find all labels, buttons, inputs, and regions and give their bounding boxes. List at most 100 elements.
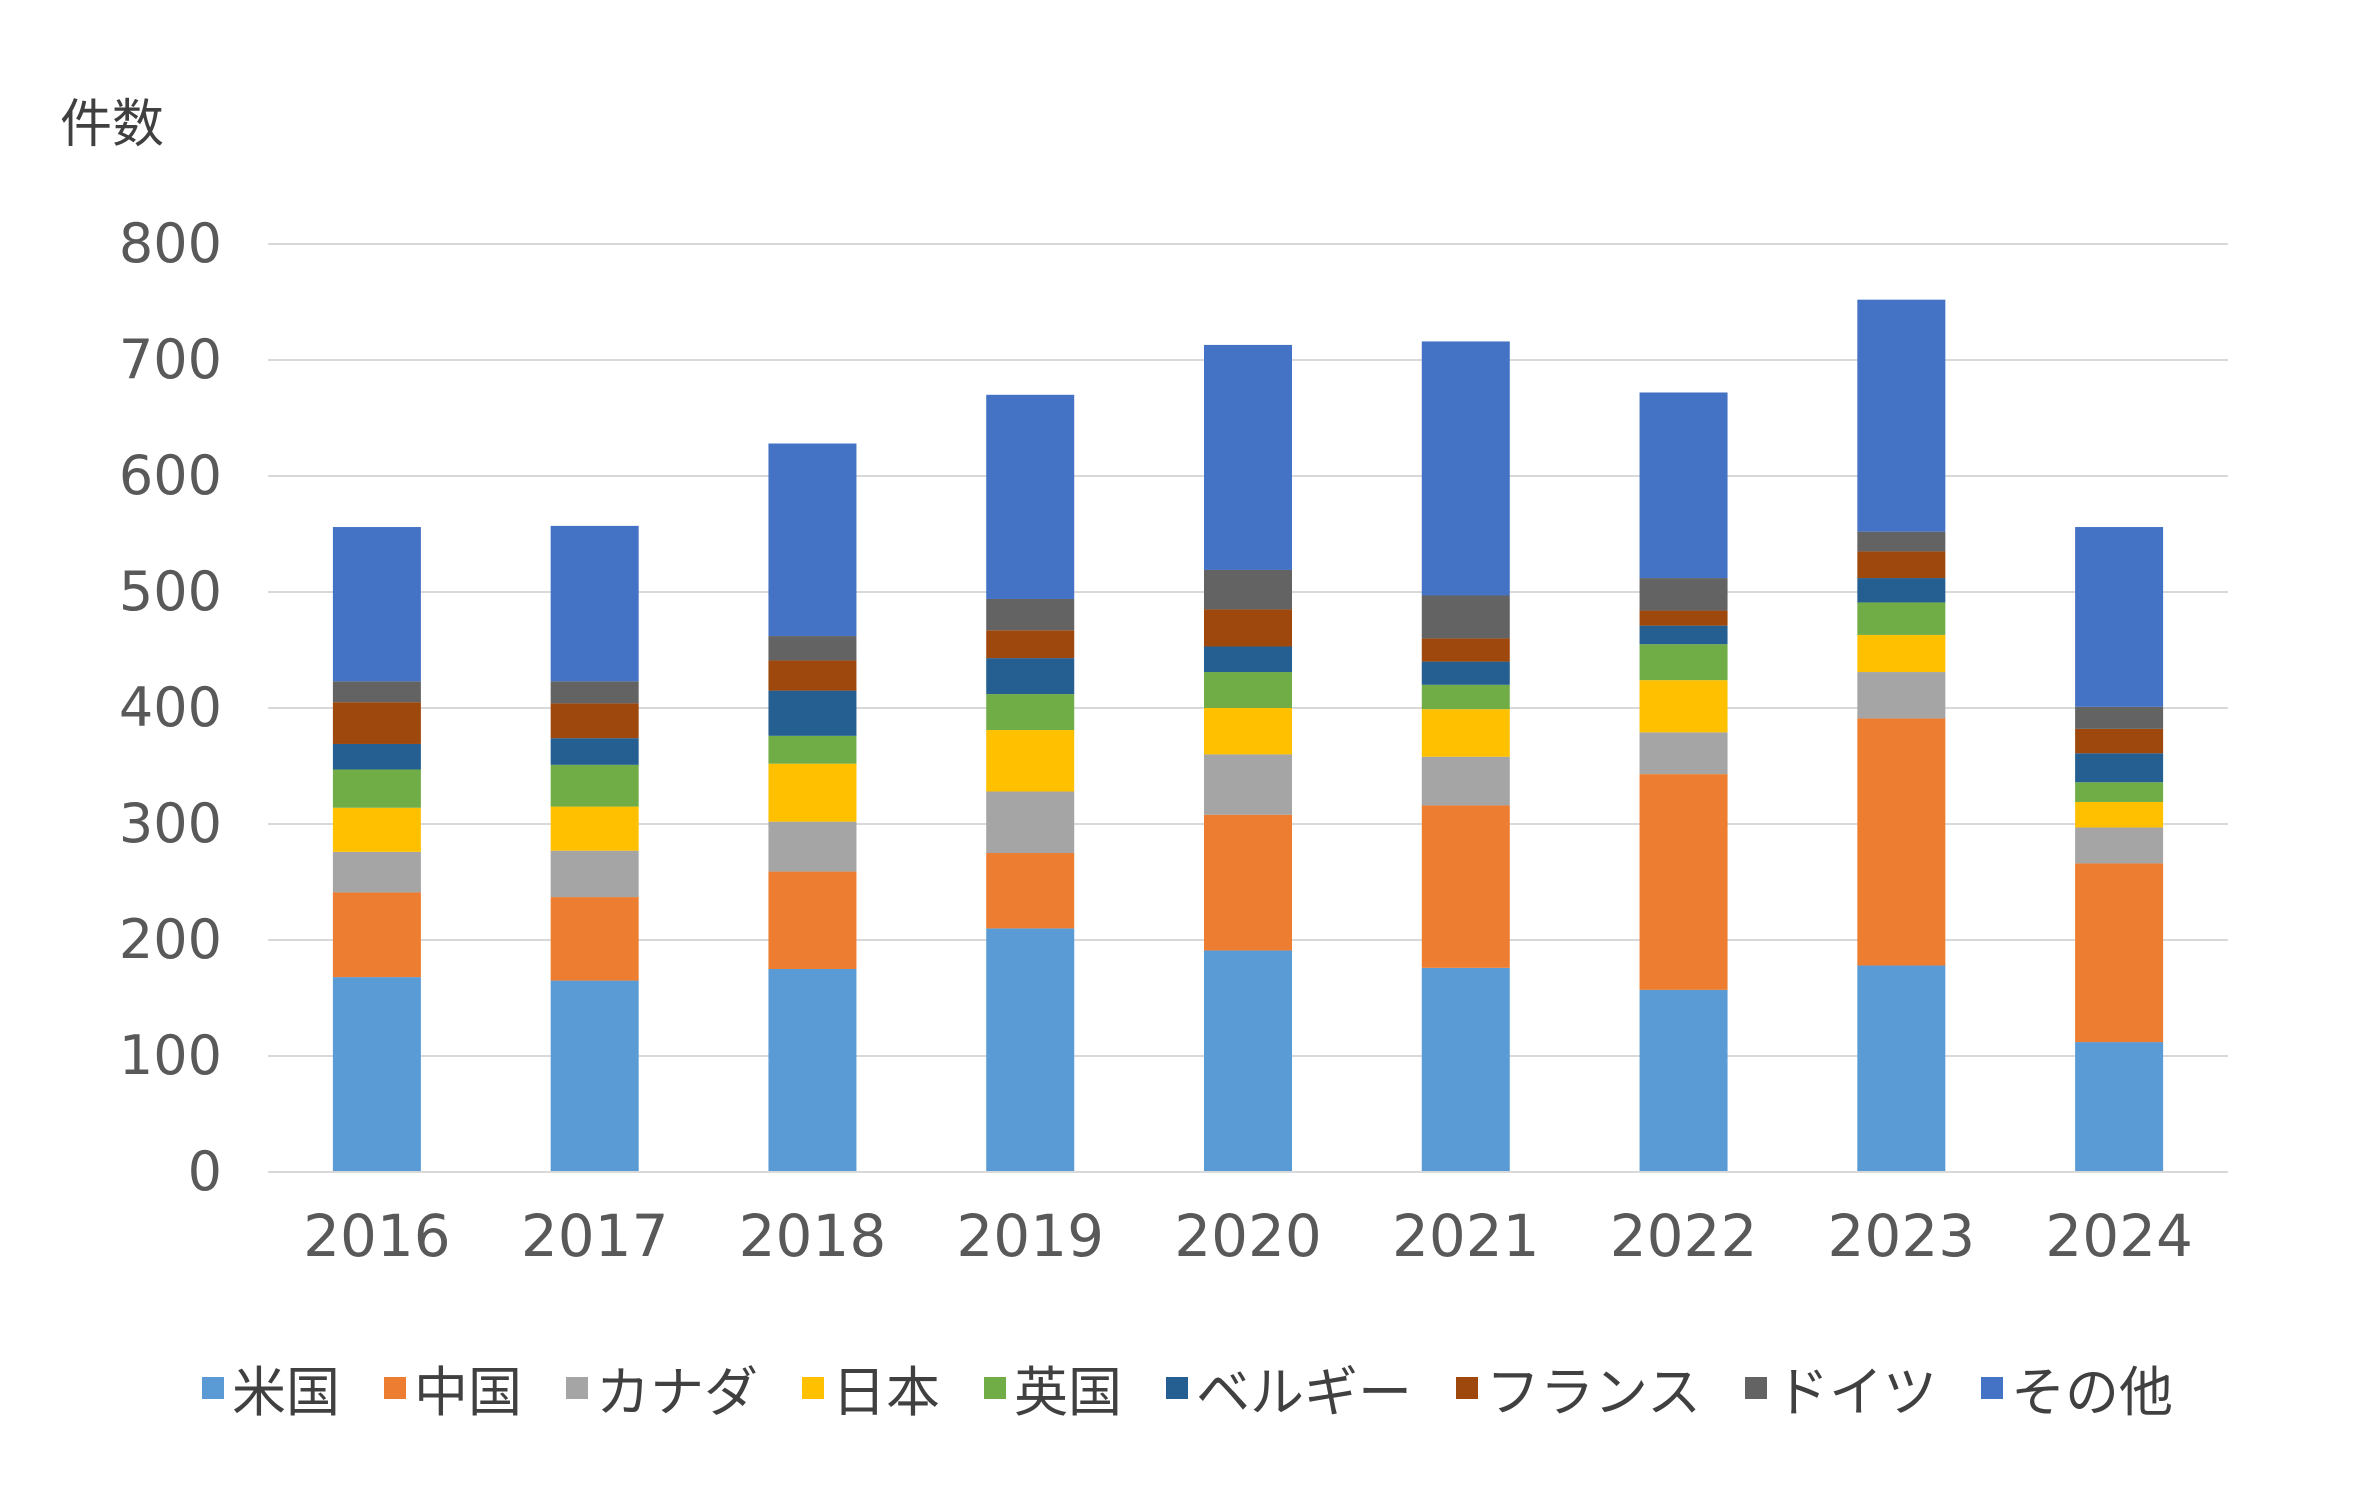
bar-segment <box>1857 531 1946 552</box>
x-tick-label: 2023 <box>1828 1202 1976 1270</box>
bar-segment <box>1421 638 1510 662</box>
bar-segment <box>550 980 639 1172</box>
legend-label: 英国 <box>1014 1361 1123 1424</box>
bar-segment <box>550 681 639 704</box>
legend-item: ベルギー <box>1166 1348 1412 1427</box>
bar-segment <box>986 630 1075 659</box>
bar-segment <box>1639 610 1728 626</box>
bar-segment <box>2075 827 2164 864</box>
legend: 米国 中国 カナダ 日本 英国 ベルギー フランス ドイツ その他 <box>0 1348 2375 1427</box>
bar-segment <box>2075 728 2164 754</box>
bar-segment <box>332 769 421 808</box>
legend-label: 米国 <box>232 1361 341 1424</box>
bar-segment <box>1639 644 1728 681</box>
bar-segment <box>1857 718 1946 966</box>
x-tick-label: 2016 <box>303 1202 451 1270</box>
legend-label: ドイツ <box>1774 1361 1937 1424</box>
x-tick-label: 2019 <box>956 1202 1104 1270</box>
bar-segment <box>1639 774 1728 990</box>
bar-segment <box>2075 801 2164 828</box>
legend-label: カナダ <box>596 1361 759 1424</box>
bar-segment <box>550 738 639 765</box>
bar-segment <box>986 394 1075 599</box>
bar-segment <box>768 969 857 1172</box>
bar-segment <box>768 636 857 661</box>
x-tick-label: 2024 <box>2045 1202 2193 1270</box>
legend-swatch <box>1980 1376 2003 1399</box>
y-tick-label: 700 <box>119 328 222 391</box>
bar-segment <box>1204 814 1292 951</box>
bar-segment <box>1204 646 1292 673</box>
bar-segment <box>1857 578 1946 603</box>
bar-segment <box>332 892 421 978</box>
bar-segment <box>332 807 421 852</box>
bar-segment <box>768 871 857 969</box>
x-tick-label: 2020 <box>1174 1202 1322 1270</box>
legend-swatch <box>1456 1376 1479 1399</box>
bar-segment <box>1639 680 1728 733</box>
bar-segment <box>550 525 639 682</box>
legend-label: フランス <box>1486 1361 1701 1424</box>
bar-segment <box>986 598 1075 631</box>
bar-segment <box>1204 609 1292 647</box>
y-tick-label: 300 <box>119 792 222 855</box>
legend-label: その他 <box>2010 1361 2173 1424</box>
bar-segment <box>1204 754 1292 815</box>
bar-segment <box>1204 708 1292 755</box>
bar-segment <box>2075 863 2164 1043</box>
bar-segment <box>986 658 1075 695</box>
legend-item: 中国 <box>384 1348 522 1427</box>
bar-segment <box>1421 967 1510 1172</box>
bar-segment <box>1421 805 1510 968</box>
bar-segment <box>2075 782 2164 802</box>
bar-segment <box>1204 569 1292 610</box>
bar-segment <box>986 730 1075 792</box>
bar-segment <box>2075 753 2164 783</box>
legend-swatch <box>384 1376 407 1399</box>
legend-label: ベルギー <box>1196 1361 1413 1424</box>
bar-segment <box>1204 672 1292 708</box>
y-tick-label: 400 <box>119 676 222 739</box>
bar-segment <box>1421 684 1510 710</box>
x-tick-label: 2018 <box>739 1202 887 1270</box>
legend-swatch <box>1744 1376 1767 1399</box>
bar-segment <box>1857 965 1946 1172</box>
bar-segment <box>986 928 1075 1172</box>
legend-item: フランス <box>1456 1348 1701 1427</box>
bar-segment <box>768 763 857 822</box>
bar-segment <box>550 764 639 807</box>
bar-segment <box>550 806 639 851</box>
bar-segment <box>550 703 639 739</box>
bar-segment <box>2075 1042 2164 1172</box>
bar-segment <box>1857 299 1946 532</box>
y-tick-label: 100 <box>119 1024 222 1087</box>
bar-segment <box>332 851 421 893</box>
legend-item: 英国 <box>984 1348 1122 1427</box>
bar-segment <box>986 694 1075 731</box>
legend-item: 米国 <box>202 1348 340 1427</box>
bar-segment <box>768 660 857 691</box>
bar-segment <box>1857 602 1946 635</box>
bar-segment <box>1421 341 1510 596</box>
legend-swatch <box>802 1376 825 1399</box>
bar-segment <box>332 702 421 744</box>
bar-segment <box>1204 950 1292 1172</box>
x-tick-label: 2017 <box>521 1202 669 1270</box>
bar-segment <box>1857 672 1946 719</box>
bar-segment <box>1204 344 1292 570</box>
legend-swatch <box>566 1376 589 1399</box>
bar-segment <box>1639 989 1728 1172</box>
bar-segment <box>1857 634 1946 673</box>
legend-label: 中国 <box>414 1361 523 1424</box>
legend-item: ドイツ <box>1744 1348 1937 1427</box>
bar-segment <box>768 443 857 637</box>
legend-label: 日本 <box>832 1361 941 1424</box>
x-tick-label: 2022 <box>1610 1202 1758 1270</box>
bar-segment <box>1421 661 1510 685</box>
bar-segment <box>1639 625 1728 645</box>
bar-segment <box>332 977 421 1172</box>
y-tick-label: 200 <box>119 908 222 971</box>
bar-segment <box>332 681 421 703</box>
legend-item: その他 <box>1980 1348 2173 1427</box>
bar-segment <box>986 853 1075 929</box>
